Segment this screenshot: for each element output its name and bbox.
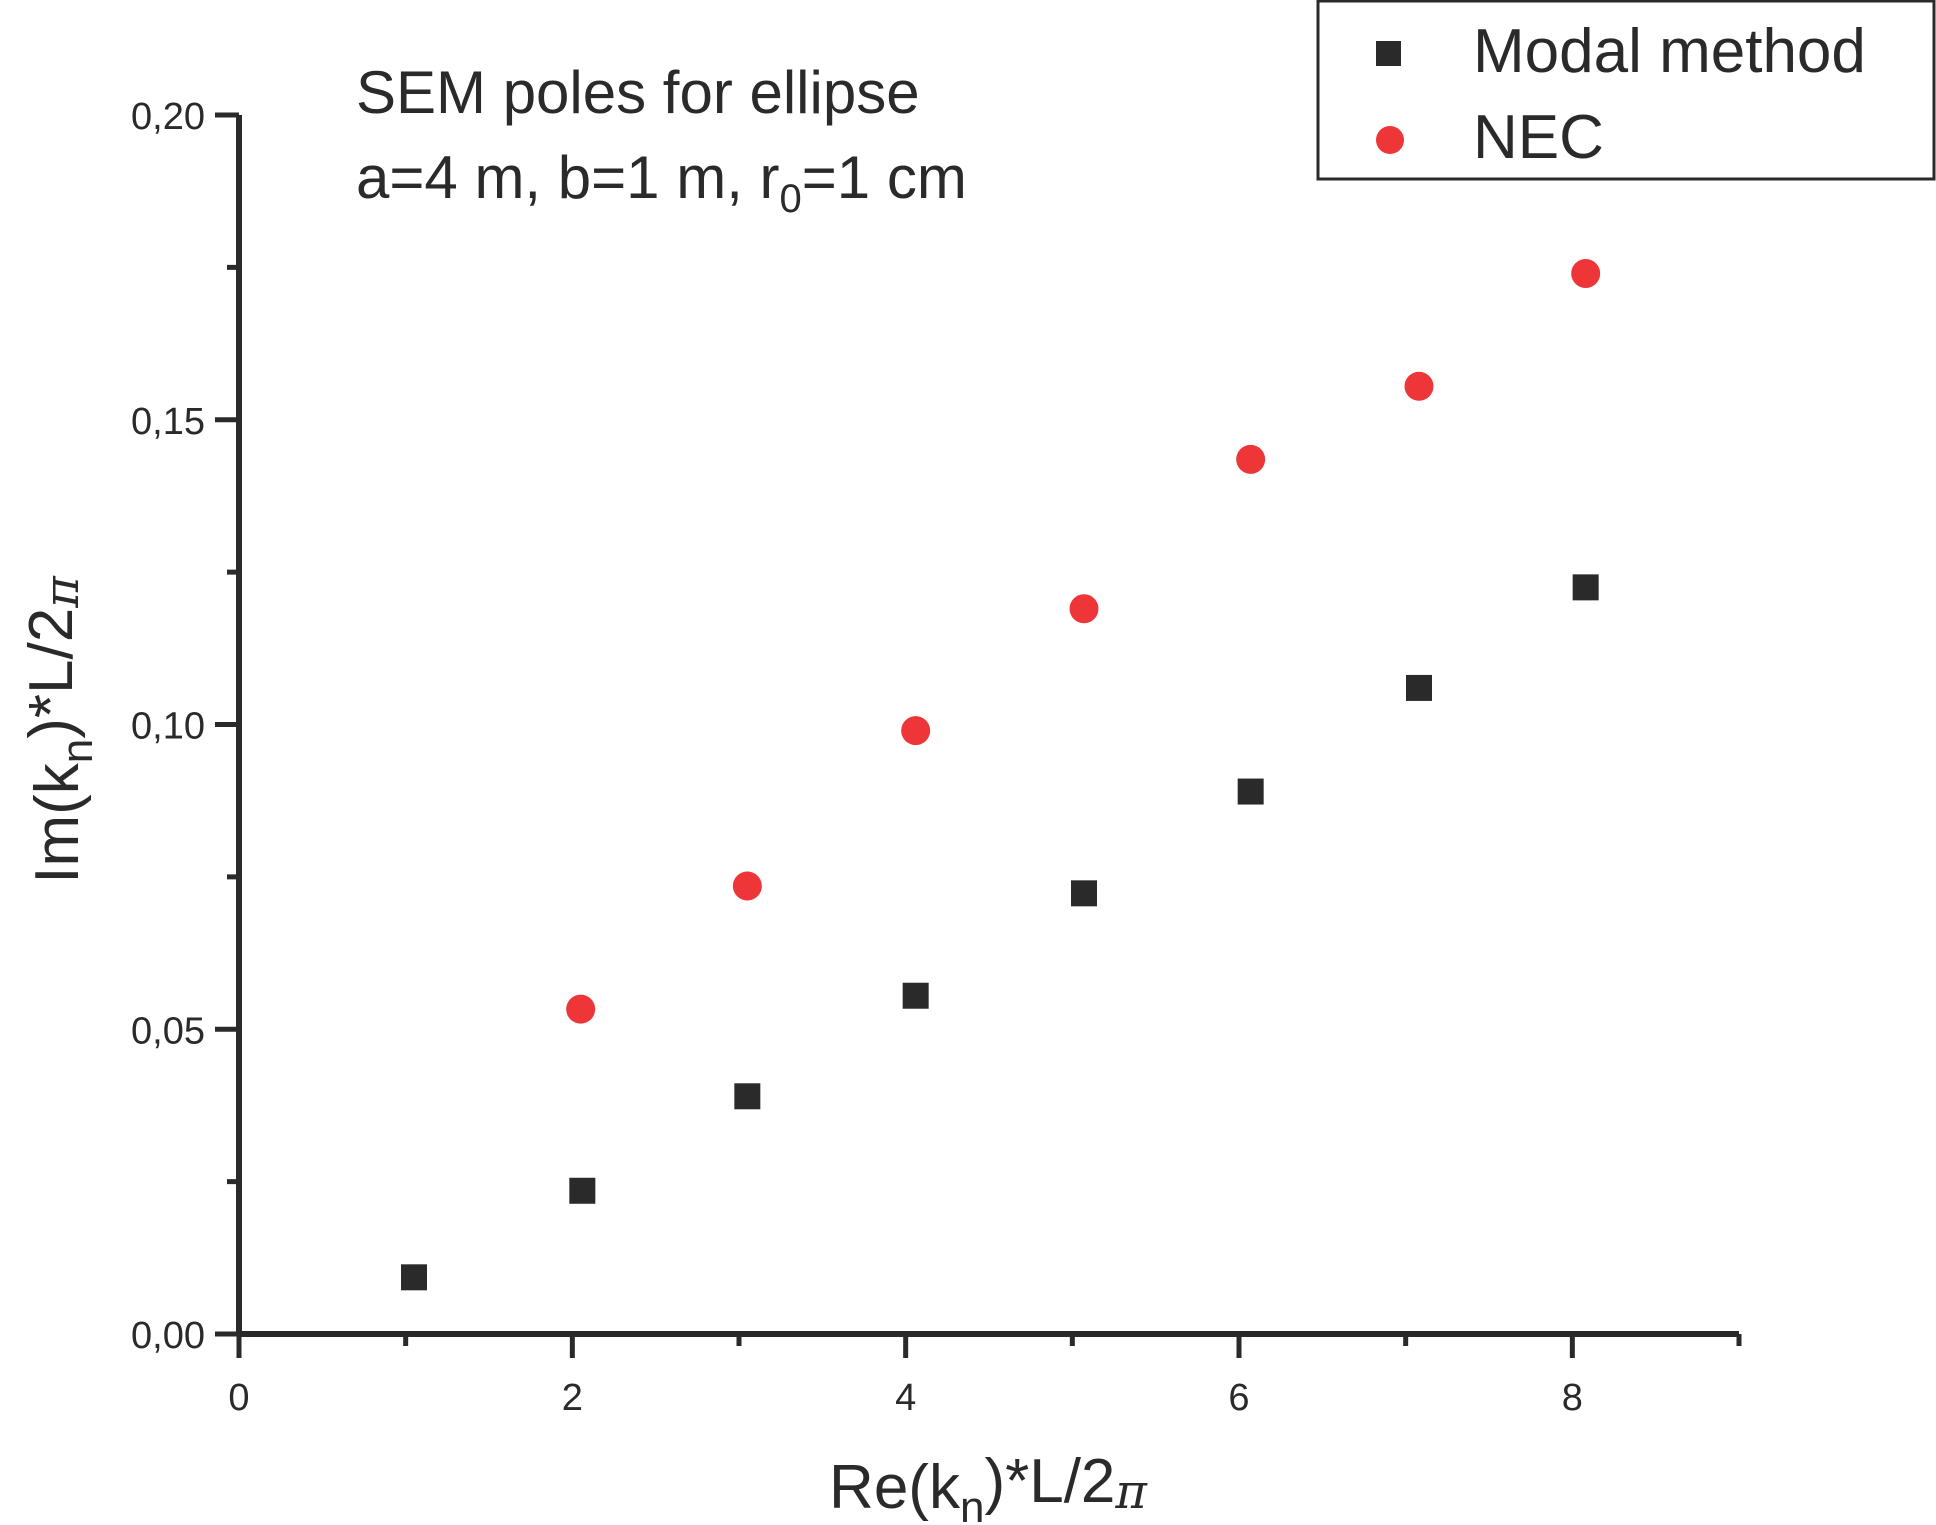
point-modal-method (401, 1264, 427, 1291)
y-tick-label: 0,20 (131, 96, 205, 138)
point-nec (732, 871, 762, 901)
point-nec (1069, 594, 1099, 624)
data-points (401, 258, 1601, 1291)
annotation-line-2-prefix: a=4 m, b=1 m, r (356, 144, 780, 211)
point-modal-method (1406, 674, 1432, 701)
y-tick-label: 0,05 (131, 1010, 205, 1052)
x-tick-label: 6 (1228, 1377, 1249, 1419)
y-tick-label: 0,00 (131, 1315, 205, 1357)
point-nec (1571, 258, 1601, 288)
point-nec (1404, 371, 1434, 401)
annotation-line-2: a=4 m, b=1 m, r0=1 cm (356, 144, 967, 221)
annotation-line-1: SEM poles for ellipse (356, 59, 920, 126)
x-tick-label: 2 (562, 1377, 583, 1419)
point-modal-method (734, 1083, 761, 1110)
legend-label-modal-method: Modal method (1473, 17, 1866, 86)
x-axis-title: Re(kn)*L/2π (829, 1447, 1148, 1525)
x-axis-title-main: Re(k (829, 1453, 961, 1522)
x-tick-label: 8 (1562, 1377, 1583, 1419)
y-axis-title-main: Im(k (23, 762, 92, 884)
x-axis-title-pi: π (1114, 1464, 1148, 1520)
y-axis-ticks: 0,00 0,05 0,10 0,15 0,20 (131, 96, 239, 1357)
x-axis-title-sub: n (960, 1483, 984, 1525)
point-nec (901, 716, 931, 746)
annotation-line-2-sub: 0 (780, 177, 802, 221)
x-axis-title-rest: )*L/2 (984, 1447, 1115, 1516)
point-modal-method (1071, 880, 1097, 907)
legend: Modal method NEC (1316, 0, 1936, 181)
x-tick-label: 4 (895, 1377, 916, 1419)
point-modal-method (569, 1177, 596, 1204)
y-axis-title-pi: π (34, 575, 90, 609)
point-modal-method (1572, 574, 1599, 601)
legend-marker-square (1376, 41, 1401, 66)
legend-label-nec: NEC (1473, 103, 1604, 172)
y-axis-title-rest: )*L/2 (17, 608, 86, 739)
y-tick-label: 0,15 (131, 401, 205, 443)
y-tick-label: 0,10 (131, 706, 205, 748)
legend-box (1316, 0, 1936, 181)
x-axis-ticks: 0 2 4 6 8 (228, 1334, 1742, 1419)
legend-marker-circle (1376, 126, 1404, 154)
point-nec (1236, 444, 1266, 474)
axes (236, 115, 1739, 1337)
point-nec (566, 994, 596, 1024)
annotation-line-2-suffix: =1 cm (802, 144, 967, 211)
point-modal-method (1237, 778, 1264, 805)
y-axis-title: Im(kn)*L/2π (17, 575, 102, 884)
point-modal-method (902, 982, 929, 1009)
x-tick-label: 0 (228, 1377, 249, 1419)
y-axis-title-sub: n (53, 739, 102, 763)
